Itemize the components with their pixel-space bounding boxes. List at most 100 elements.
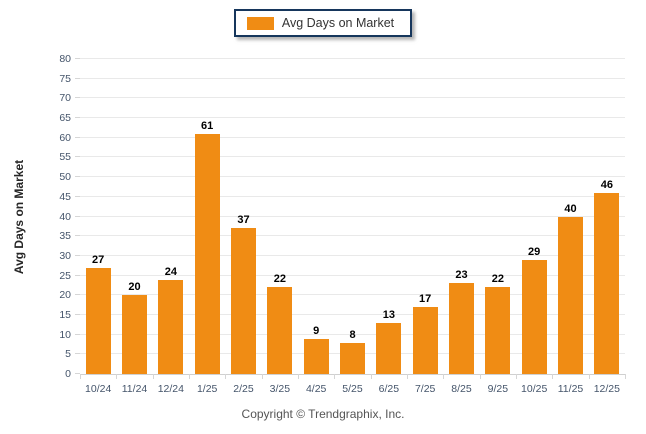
y-axis-tick: [75, 195, 80, 197]
y-axis-tick: [75, 97, 80, 99]
y-axis-tick: [75, 333, 80, 335]
y-axis-tick-label: 45: [59, 190, 71, 203]
x-axis-tick: [407, 374, 408, 379]
x-axis-tick: [298, 374, 299, 379]
legend-label: Avg Days on Market: [281, 16, 395, 30]
bar-value-label: 23: [455, 269, 468, 282]
y-axis-tick: [75, 77, 80, 79]
bar-12/24: 24: [158, 266, 184, 374]
bar-9/25: 22: [485, 273, 511, 374]
x-axis-tick: [152, 374, 154, 379]
x-axis-tick-label: 8/25: [451, 383, 472, 395]
bar-value-label: 29: [528, 245, 541, 258]
bar-1/25: 61: [194, 120, 220, 374]
x-axis-tick: [443, 374, 445, 379]
y-axis-tick: [75, 215, 80, 217]
y-axis-tick: [75, 274, 80, 276]
y-axis-tick-label: 5: [65, 348, 71, 361]
gridline: [80, 136, 625, 138]
gridline: [80, 195, 625, 197]
copyright-text: Copyright © Trendgraphix, Inc.: [241, 407, 405, 421]
y-axis-tick-label: 25: [59, 269, 71, 282]
y-axis-tick: [75, 254, 80, 256]
x-axis-tick: [625, 374, 626, 379]
gridline: [80, 333, 625, 335]
bar-value-label: 61: [201, 119, 214, 132]
gridline: [80, 235, 625, 237]
y-axis-tick: [75, 156, 80, 158]
x-axis-tick-label: 12/25: [593, 383, 620, 395]
bar-4/25: 9: [303, 325, 329, 374]
x-axis-tick: [225, 374, 227, 379]
x-axis-tick: [334, 374, 336, 379]
x-axis-tick: [116, 374, 118, 379]
legend: Avg Days on Market: [0, 9, 646, 37]
y-axis-tick: [75, 235, 80, 237]
x-axis-tick: [552, 374, 554, 379]
y-axis-tick-label: 50: [59, 171, 71, 184]
x-axis-tick-label: 4/25: [305, 383, 327, 395]
bar-3/25: 22: [267, 273, 293, 374]
x-axis-tick-label: 1/25: [196, 383, 218, 395]
x-axis-tick: [479, 374, 481, 379]
x-axis-tick-label: 11/25: [557, 383, 584, 395]
y-axis-title: Avg Days on Market: [12, 159, 26, 275]
bar-value-label: 20: [128, 281, 141, 294]
y-axis-tick-label: 30: [59, 249, 71, 262]
x-axis-tick-label: 12/24: [157, 383, 184, 395]
x-axis-tick: [261, 374, 263, 379]
y-axis-tick-label: 55: [59, 151, 71, 164]
y-axis-tick-label: 15: [59, 308, 71, 321]
y-axis-tick: [75, 373, 80, 374]
y-axis-tick-label: 20: [59, 289, 71, 302]
bar-value-label: 24: [164, 265, 177, 278]
bar-6/25: 13: [376, 309, 402, 374]
y-axis-tick-label: 70: [59, 92, 71, 105]
gridline: [80, 156, 625, 158]
x-axis-tick: [80, 374, 81, 379]
bar-value-label: 8: [349, 328, 356, 341]
x-axis-tick-label: 5/25: [342, 383, 363, 395]
gridline: [80, 58, 625, 59]
y-axis-tick: [75, 176, 80, 178]
gridline: [80, 97, 625, 99]
bar-8/25: 23: [449, 269, 474, 374]
y-axis-tick: [75, 58, 80, 59]
bar-11/24: 20: [122, 281, 147, 374]
x-axis-tick: [370, 374, 372, 379]
bar-value-label: 27: [92, 253, 105, 266]
x-axis-tick-label: 10/25: [521, 383, 548, 395]
y-axis-tick-label: 80: [59, 53, 71, 65]
bar-value-label: 22: [273, 273, 286, 286]
x-axis-tick: [189, 374, 190, 379]
x-axis-tick: [516, 374, 517, 379]
bar-value-label: 37: [237, 214, 250, 227]
x-axis-tick-label: 9/25: [487, 383, 509, 395]
bar-value-label: 13: [382, 308, 395, 321]
y-axis-tick-label: 75: [59, 72, 71, 85]
gridline: [80, 274, 625, 276]
bar-value-label: 22: [491, 273, 504, 286]
gridline: [80, 77, 625, 79]
x-axis-tick-label: 2/25: [233, 383, 254, 395]
y-axis-tick-label: 10: [59, 328, 71, 341]
y-axis-tick: [75, 117, 80, 119]
plot-area: 0 5 10 15 20 25 30 35 40 45 50 55 60 65 70 75 80 27 20 24 61…: [59, 53, 626, 395]
gridline: [80, 313, 625, 315]
y-axis-tick: [75, 294, 80, 296]
y-axis-tick: [75, 136, 80, 138]
bar-value-label: 17: [419, 293, 432, 306]
y-axis-tick-label: 65: [59, 112, 71, 125]
y-axis-tick: [75, 313, 80, 315]
gridline: [80, 176, 625, 178]
gridline: [80, 254, 625, 256]
bar-10/25: 29: [521, 246, 547, 374]
x-axis-tick-label: 6/25: [378, 383, 400, 395]
bar-7/25: 17: [412, 293, 438, 374]
bar-12/25: 46: [594, 179, 620, 374]
bar-11/25: 40: [558, 203, 583, 374]
bar-value-label: 9: [313, 324, 320, 337]
x-axis-tick: [588, 374, 590, 379]
gridline: [80, 215, 625, 217]
